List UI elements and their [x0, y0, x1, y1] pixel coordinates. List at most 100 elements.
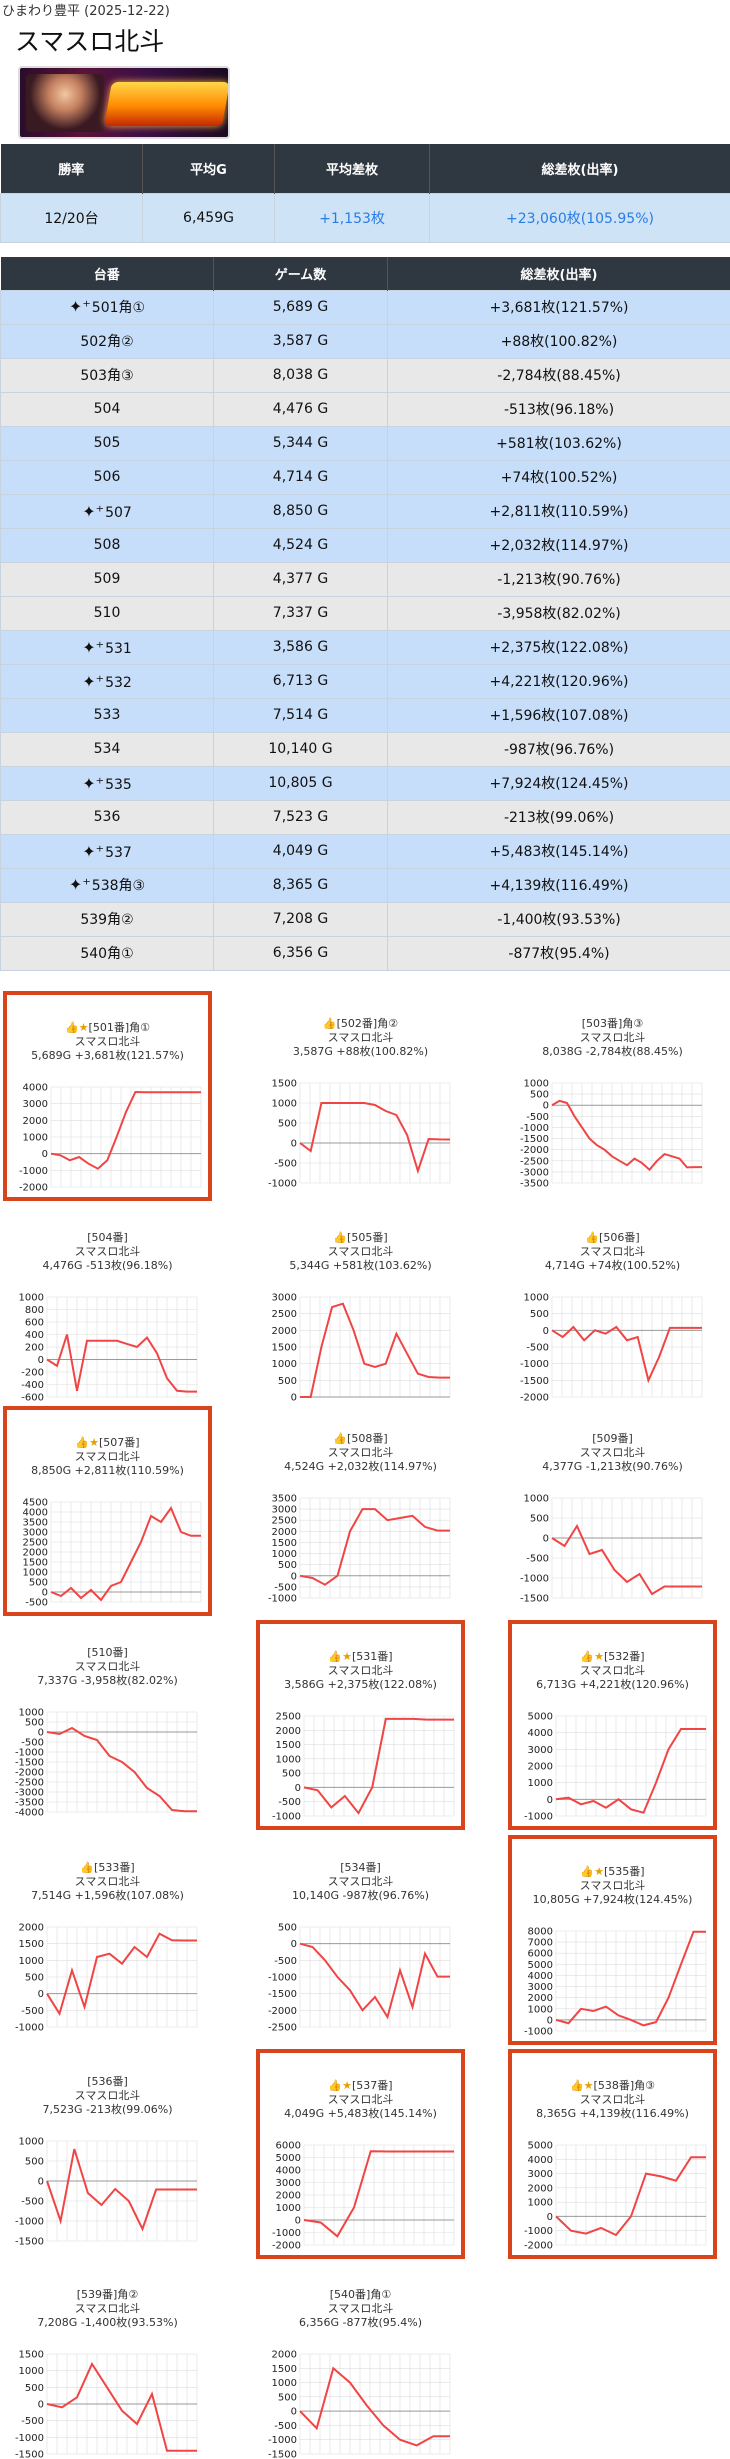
machine-graph-card[interactable]: 👍★[535番] スマスロ北斗 10,805G +7,924枚(124.45%) 80…: [508, 1835, 717, 2045]
machine-number: 537: [105, 844, 132, 861]
y-tick-label: 500: [29, 1578, 48, 1589]
sparkle-icon: ✦⁺: [82, 637, 105, 657]
card-machine-name: スマスロ北斗: [327, 1245, 394, 1258]
y-tick-label: -2000: [520, 1393, 549, 1404]
machine-diff: +88枚(100.82%): [387, 323, 730, 359]
table-row[interactable]: 533 7,514 G +1,596枚(107.08%): [0, 697, 730, 733]
machine-games: 4,476 G: [213, 391, 388, 427]
table-row[interactable]: 539角② 7,208 G -1,400枚(93.53%): [0, 901, 730, 937]
machine-graph-card[interactable]: 👍★[507番] スマスロ北斗 8,850G +2,811枚(110.59%) 450…: [3, 1406, 212, 1616]
y-tick-label: -1000: [15, 2023, 44, 2034]
machine-graph-card[interactable]: [539番]角② スマスロ北斗 7,208G -1,400枚(93.53%) 1500…: [3, 2262, 212, 2459]
y-tick-label: -1000: [520, 1359, 549, 1370]
machine-graph-card[interactable]: 👍★[538番]角③ スマスロ北斗 8,365G +4,139枚(116.49%) 5…: [508, 2049, 717, 2259]
thumbs-up-icon: 👍: [585, 1231, 600, 1244]
y-tick-label: 500: [278, 1376, 297, 1387]
machine-graph-card[interactable]: 👍[533番] スマスロ北斗 7,514G +1,596枚(107.08%) 2000…: [3, 1835, 212, 2045]
card-title: 👍[533番]: [3, 1861, 212, 1875]
machine-graph-card[interactable]: 👍[506番] スマスロ北斗 4,714G +74枚(100.52%) 1000 500…: [508, 1205, 717, 1415]
table-row[interactable]: 506 4,714 G +74枚(100.52%): [0, 459, 730, 495]
table-row[interactable]: 540角① 6,356 G -877枚(95.4%): [0, 935, 730, 971]
diff-line-chart: 1000 500 0 -500 -1000 -1500 -2000: [520, 1293, 703, 1404]
machine-graph-card[interactable]: [510番] スマスロ北斗 7,337G -3,958枚(82.02%) 1000 50…: [3, 1620, 212, 1830]
card-machine-name: スマスロ北斗: [74, 1450, 141, 1463]
card-label: [539番]角②: [76, 2288, 139, 2301]
machine-graph-card[interactable]: [509番] スマスロ北斗 4,377G -1,213枚(90.76%) 1000 50…: [508, 1406, 717, 1616]
diff-line-chart: 10005000-500-1000-1500-2000-2500-3000-35…: [15, 1708, 198, 1818]
table-row[interactable]: ✦⁺501角① 5,689 G +3,681枚(121.57%): [0, 289, 730, 325]
card-machine-name: スマスロ北斗: [327, 1031, 394, 1044]
card-label: [501番]角①: [88, 1021, 150, 1034]
diff-line-chart: 5000 4000 3000 2000 1000 0 -1000: [524, 1712, 707, 1823]
y-tick-label: 200: [25, 1343, 44, 1354]
table-row[interactable]: ✦⁺531 3,586 G +2,375枚(122.08%): [0, 629, 730, 665]
series-line: [50, 1090, 201, 1170]
y-tick-label: -3000: [520, 1167, 549, 1178]
y-tick-label: 3000: [23, 1528, 48, 1539]
machine-graph-card[interactable]: 👍[502番]角② スマスロ北斗 3,587G +88枚(100.82%) 1500 1…: [256, 991, 465, 1201]
machine-graph-card[interactable]: [540番]角① スマスロ北斗 6,356G -877枚(95.4%) 2000 150…: [256, 2262, 465, 2459]
y-tick-label: 3000: [528, 1982, 553, 1993]
machine-graph-card[interactable]: 👍★[532番] スマスロ北斗 6,713G +4,221枚(120.96%) 500…: [508, 1620, 717, 1830]
card-stats: 4,049G +5,483枚(145.14%): [284, 2107, 437, 2120]
y-tick-label: 1000: [19, 1956, 44, 1967]
y-tick-label: 0: [291, 1393, 297, 1404]
card-stats: 10,140G -987枚(96.76%): [291, 1889, 429, 1902]
card-machine-name: スマスロ北斗: [579, 1245, 646, 1258]
y-tick-label: 2000: [528, 1762, 553, 1773]
table-row[interactable]: 508 4,524 G +2,032枚(114.97%): [0, 527, 730, 563]
diff-line-chart: 1500 1000 500 0 -500 -1000 -1500: [15, 2350, 198, 2459]
machine-graph-card[interactable]: 👍[508番] スマスロ北斗 4,524G +2,032枚(114.97%) 3500…: [256, 1406, 465, 1616]
y-tick-label: 2000: [272, 2350, 297, 2361]
card-stats: 5,344G +581枚(103.62%): [289, 1259, 432, 1272]
table-row[interactable]: 534 10,140 G -987枚(96.76%): [0, 731, 730, 767]
card-title: [534番]: [256, 1861, 465, 1875]
series-line: [299, 1508, 450, 1586]
y-tick-label: 1000: [528, 2198, 553, 2209]
table-row[interactable]: 503角③ 8,038 G -2,784枚(88.45%): [0, 357, 730, 393]
card-machine-name: スマスロ北斗: [579, 2093, 646, 2106]
machine-graph-card[interactable]: [536番] スマスロ北斗 7,523G -213枚(99.06%) 1000 500 0…: [3, 2049, 212, 2259]
y-tick-label: 3000: [528, 1745, 553, 1756]
y-tick-label: 500: [278, 2392, 297, 2403]
table-row[interactable]: 536 7,523 G -213枚(99.06%): [0, 799, 730, 835]
table-row[interactable]: 502角② 3,587 G +88枚(100.82%): [0, 323, 730, 359]
table-row[interactable]: ✦⁺532 6,713 G +4,221枚(120.96%): [0, 663, 730, 699]
machine-graph-card[interactable]: 👍★[537番] スマスロ北斗 4,049G +5,483枚(145.14%) 600…: [256, 2049, 465, 2259]
y-tick-label: -500: [21, 2416, 44, 2427]
diff-line-chart: 1500 1000 500 0 -500 -1000: [268, 1079, 451, 1189]
card-title: 👍★[537番]: [260, 2079, 461, 2093]
machine-graph-card[interactable]: [503番]角③ スマスロ北斗 8,038G -2,784枚(88.45%) 1000…: [508, 991, 717, 1201]
machine-graph-card[interactable]: 👍★[531番] スマスロ北斗 3,586G +2,375枚(122.08%) 250…: [256, 1620, 465, 1830]
y-tick-label: -1000: [524, 1812, 553, 1823]
table-row[interactable]: 510 7,337 G -3,958枚(82.02%): [0, 595, 730, 631]
y-tick-label: 500: [530, 1090, 549, 1101]
table-row[interactable]: ✦⁺538角③ 8,365 G +4,139枚(116.49%): [0, 867, 730, 903]
y-tick-label: 500: [530, 1309, 549, 1320]
table-row[interactable]: 509 4,377 G -1,213枚(90.76%): [0, 561, 730, 597]
card-machine-name: スマスロ北斗: [327, 2093, 394, 2106]
summary-winrate: 12/20台: [0, 192, 143, 243]
y-tick-label: 1000: [528, 2004, 553, 2015]
y-tick-label: -1000: [15, 2217, 44, 2228]
summary-row: 12/20台 6,459G +1,153枚 +23,060枚(105.95%): [0, 192, 730, 243]
machine-graph-card[interactable]: 👍[505番] スマスロ北斗 5,344G +581枚(103.62%) 3000 25…: [256, 1205, 465, 1415]
series-line: [303, 2150, 454, 2238]
table-row[interactable]: ✦⁺537 4,049 G +5,483枚(145.14%): [0, 833, 730, 869]
card-label: [537番]: [351, 2079, 393, 2092]
table-row[interactable]: ✦⁺507 8,850 G +2,811枚(110.59%): [0, 493, 730, 529]
table-row[interactable]: ✦⁺535 10,805 G +7,924枚(124.45%): [0, 765, 730, 801]
card-title: [510番]: [3, 1646, 212, 1660]
y-tick-label: 1000: [276, 1754, 301, 1765]
machine-graph-card[interactable]: 👍★[501番]角① スマスロ北斗 5,689G +3,681枚(121.57%) 4…: [3, 991, 212, 1201]
y-tick-label: -1500: [268, 2450, 297, 2459]
card-label: [536番]: [87, 2075, 128, 2088]
y-tick-label: -2500: [520, 1156, 549, 1167]
machine-graph-card[interactable]: [504番] スマスロ北斗 4,476G -513枚(96.18%) 1000 800 6…: [3, 1205, 212, 1415]
table-row[interactable]: 505 5,344 G +581枚(103.62%): [0, 425, 730, 461]
machine-graph-card[interactable]: [534番] スマスロ北斗 10,140G -987枚(96.76%) 500 0 -50…: [256, 1835, 465, 2045]
thumbs-up-icon: 👍: [333, 1432, 348, 1445]
y-tick-label: -2000: [524, 2241, 553, 2252]
table-row[interactable]: 504 4,476 G -513枚(96.18%): [0, 391, 730, 427]
